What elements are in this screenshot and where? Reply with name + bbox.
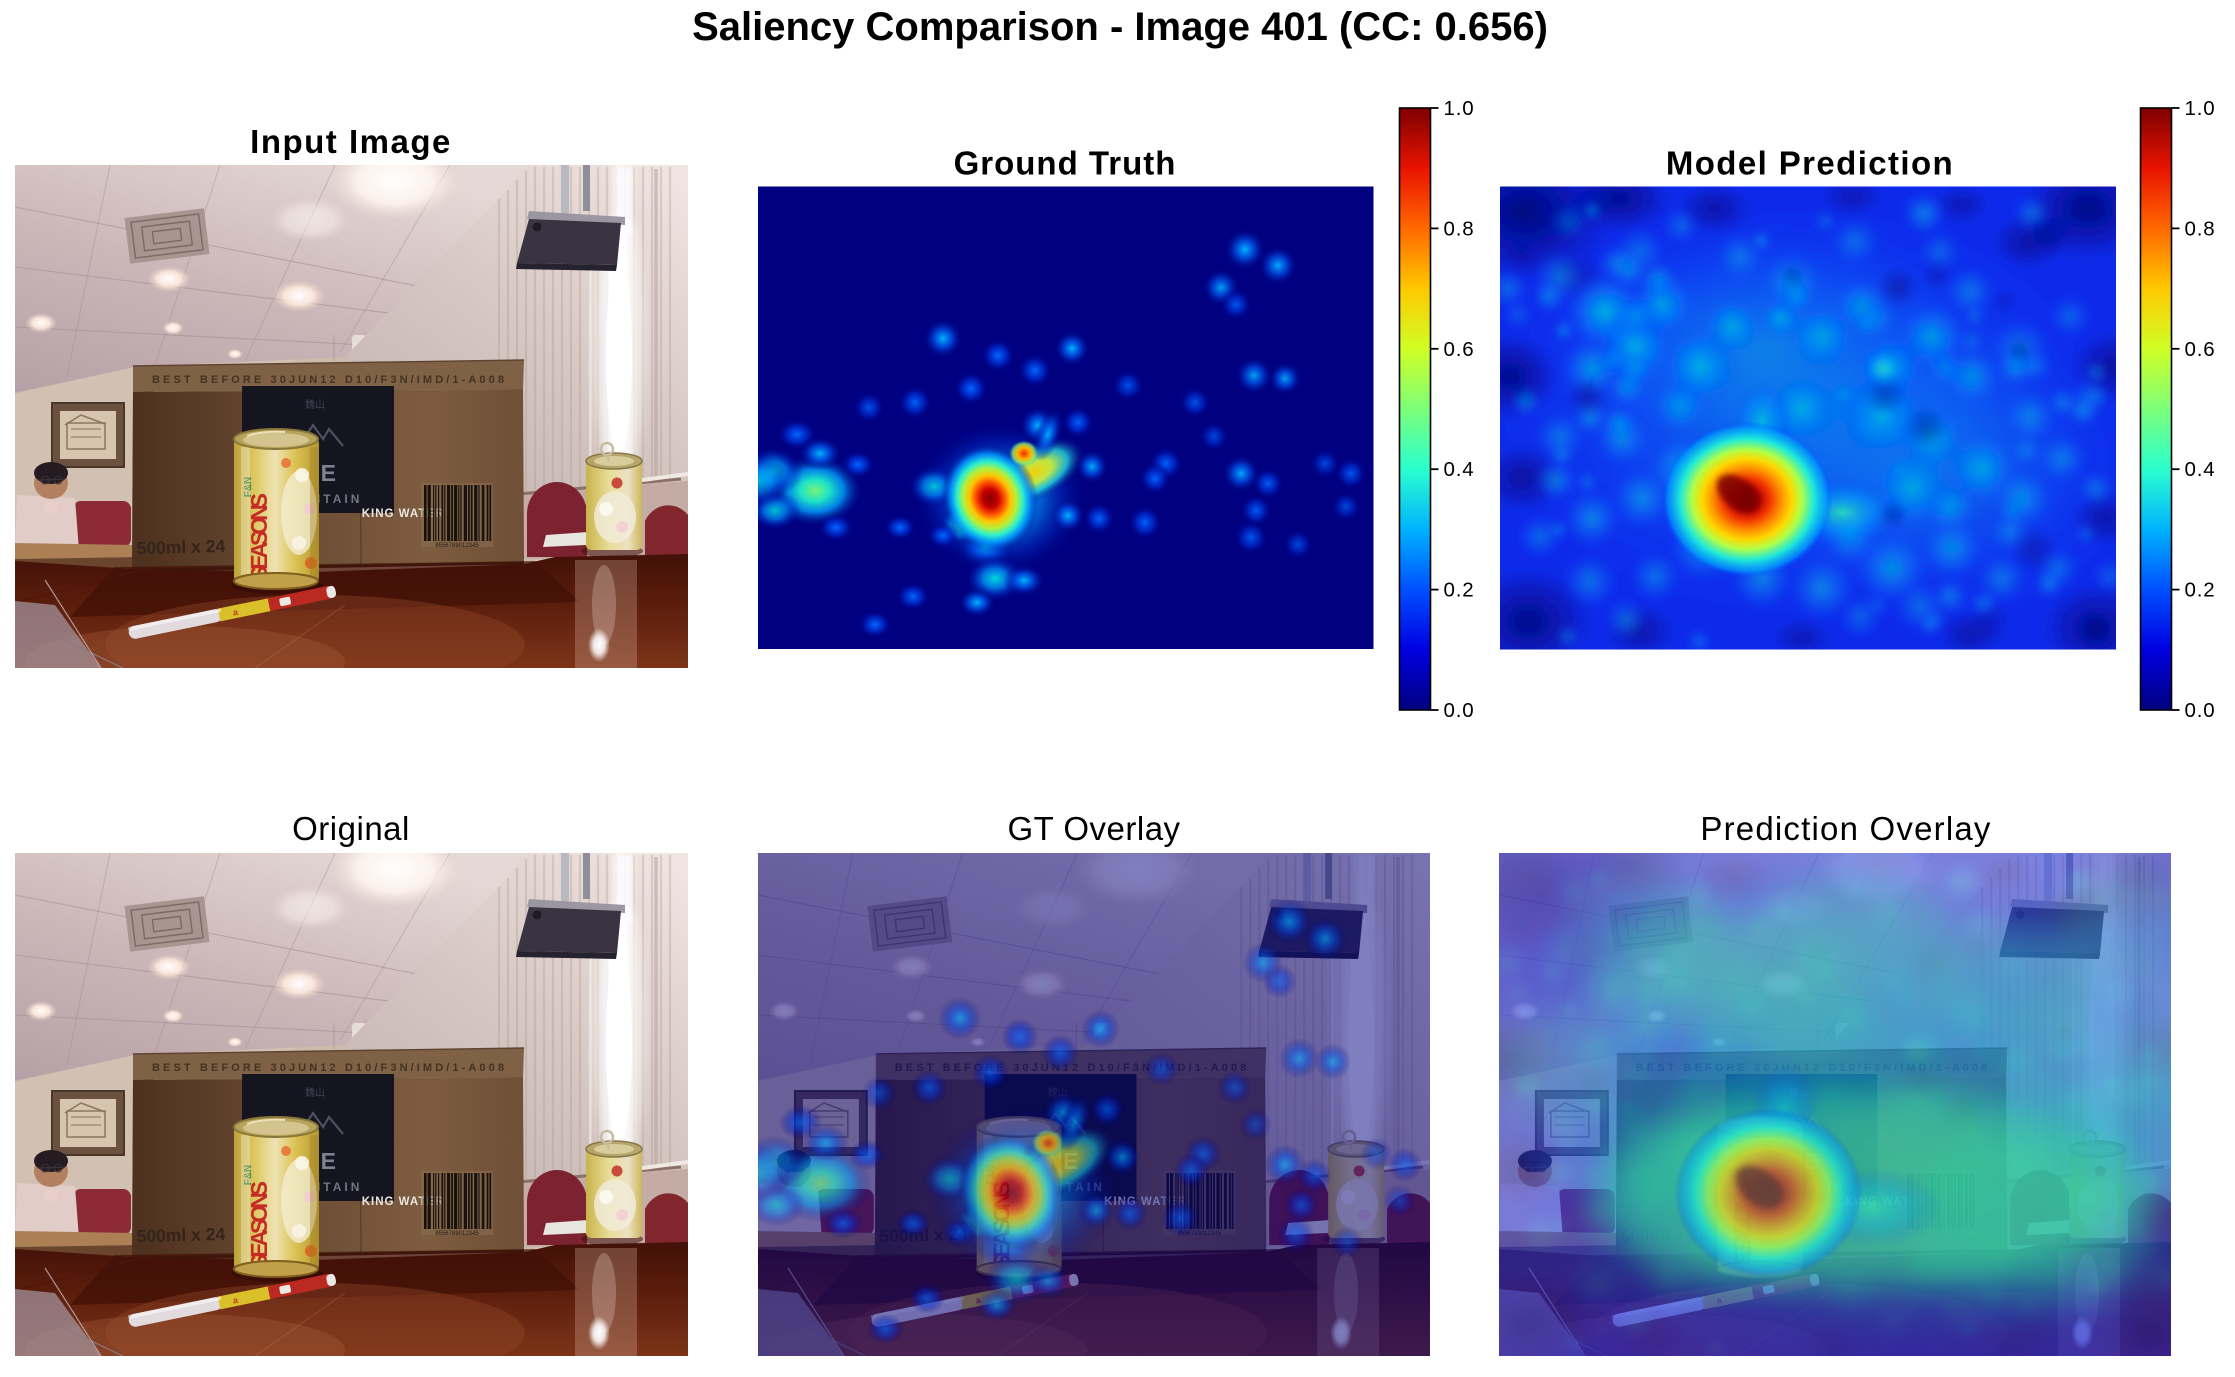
svg-text:1.0: 1.0 (1444, 97, 1475, 120)
svg-text:0.2: 0.2 (2185, 579, 2216, 602)
svg-text:Model Prediction: Model Prediction (1666, 145, 1954, 182)
svg-text:0.2: 0.2 (1444, 579, 1475, 602)
svg-text:Saliency Comparison - Image 40: Saliency Comparison - Image 401 (CC: 0.6… (692, 5, 1548, 49)
svg-text:0.8: 0.8 (2185, 217, 2216, 240)
svg-text:0.8: 0.8 (1444, 217, 1475, 240)
svg-text:0.4: 0.4 (2185, 458, 2216, 481)
svg-text:0.0: 0.0 (1444, 699, 1475, 722)
svg-text:0.6: 0.6 (1444, 338, 1475, 361)
svg-text:Original: Original (292, 810, 410, 847)
svg-text:GT Overlay: GT Overlay (1007, 810, 1180, 847)
svg-text:Prediction Overlay: Prediction Overlay (1700, 810, 1991, 847)
svg-text:0.0: 0.0 (2185, 699, 2216, 722)
svg-text:0.4: 0.4 (1444, 458, 1475, 481)
svg-text:1.0: 1.0 (2185, 97, 2216, 120)
svg-text:Input Image: Input Image (250, 123, 452, 160)
svg-text:0.6: 0.6 (2185, 338, 2216, 361)
svg-text:Ground Truth: Ground Truth (954, 145, 1177, 182)
